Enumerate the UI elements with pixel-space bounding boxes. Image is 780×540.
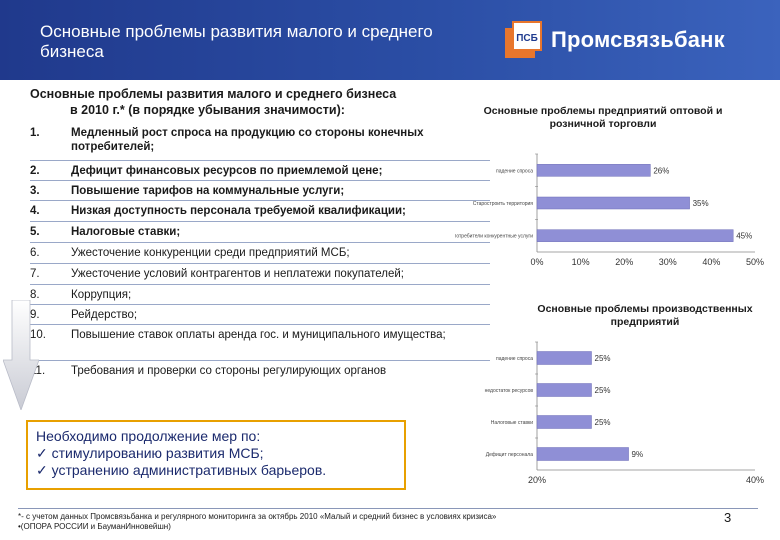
list-separator [30, 180, 490, 181]
bar-value-label: 25% [595, 386, 611, 395]
list-item-number: 3. [30, 185, 40, 197]
footnote: *- с учетом данных Промсвязьбанка и регу… [18, 512, 658, 532]
x-tick-label: 30% [659, 257, 677, 267]
list-item-text: Ужесточение условий контрагентов и непла… [71, 268, 404, 280]
chart-production: 25% падение спроса 25% недостаток ресурсов 2… [455, 338, 765, 488]
list-item-text: Налоговые ставки; [71, 226, 181, 238]
chart2-svg: 25% падение спроса 25% недостаток ресурсов 2… [485, 341, 764, 485]
conclusion-box: Необходимо продолжение мер по: ✓ стимули… [26, 420, 406, 490]
conclusion-intro: Необходимо продолжение мер по: [36, 428, 261, 444]
list-item-text: Рейдерство; [71, 309, 138, 321]
list-item-text: Дефицит финансовых ресурсов по приемлемо… [71, 165, 383, 177]
list-separator [30, 160, 490, 161]
list-separator [30, 284, 490, 285]
footnote-line-1: *- с учетом данных Промсвязьбанка и регу… [18, 512, 497, 521]
x-tick-label: 50% [746, 257, 764, 267]
chart-bar [536, 383, 592, 397]
x-tick-label: 20% [528, 475, 546, 485]
category-label: падение спроса [496, 356, 533, 362]
list-item-text: Низкая доступность персонала требуемой к… [71, 205, 406, 217]
list-item-number: 6. [30, 247, 40, 259]
bar-value-label: 25% [595, 354, 611, 363]
page-title: Основные проблемы развития малого и сред… [40, 22, 433, 61]
list-separator [30, 200, 490, 201]
subtitle-line-1: Основные проблемы развития малого и сред… [30, 87, 397, 101]
chart1-svg: 26% падение спроса 35% Старостроить террито… [437, 153, 764, 267]
chart-trade: 26% падение спроса 35% Старостроить террито… [437, 150, 765, 270]
chart-bar [536, 447, 629, 461]
list-separator [30, 304, 490, 305]
conclusion-item: ✓ стимулированию развития МСБ; [36, 445, 264, 461]
subtitle-line-2: в 2010 г.* (в порядке убывания значимост… [70, 103, 345, 117]
list-item-number: 5. [30, 226, 40, 238]
x-tick-label: 40% [702, 257, 720, 267]
chart-bar [536, 415, 592, 429]
x-tick-label: 40% [746, 475, 764, 485]
bank-name: Промсвязьбанк [551, 27, 725, 52]
chart-bar [536, 196, 690, 210]
list-item-number: 7. [30, 268, 40, 280]
chart-bar [536, 351, 592, 365]
checkmark-icon: ✓ [36, 445, 52, 461]
list-separator [30, 263, 490, 264]
list-item-text: Коррупция; [71, 289, 132, 301]
chart-title-production: Основные проблемы производственных предп… [537, 303, 753, 328]
arrow-down-icon [3, 300, 39, 410]
chart-title-trade: Основные проблемы предприятий оптовой и … [483, 105, 723, 130]
footnote-line-2: •(ОПОРА РОССИИ и БауманИнновейшн) [18, 522, 171, 531]
svg-text:ПСБ: ПСБ [516, 33, 538, 44]
list-subtitle: Основные проблемы развития малого и сред… [30, 86, 450, 118]
x-tick-label: 20% [615, 257, 633, 267]
list-item-number: 2. [30, 165, 40, 177]
list-item-text: Повышение тарифов на коммунальные услуги… [71, 185, 345, 197]
list-separator [30, 360, 490, 361]
list-item-text: Повышение ставок оплаты аренда гос. и му… [71, 329, 446, 341]
list-separator [30, 242, 490, 243]
chart-bar [536, 229, 734, 242]
chart-bar [536, 164, 651, 177]
list-item-number: 1. [30, 127, 40, 139]
list-separator [30, 221, 490, 222]
checkmark-icon: ✓ [36, 462, 52, 478]
bank-logo: ПСБ Промсвязьбанк [503, 20, 725, 60]
list-item-text: Медленный рост спроса на продукцию со ст… [71, 127, 424, 153]
bar-value-label: 45% [736, 232, 752, 241]
footer-divider [18, 508, 758, 509]
category-label: Новые потребители конкурентные услуги [455, 234, 533, 240]
category-label: падение спроса [496, 168, 533, 174]
category-label: недостаток ресурсов [485, 388, 534, 394]
header-bar: Основные проблемы развития малого и сред… [0, 0, 780, 80]
page-number: 3 [724, 510, 732, 525]
conclusion-item: ✓ устранению административных барьеров. [36, 462, 327, 478]
list-item-number: 8. [30, 289, 40, 301]
category-label: Старостроить территория [473, 201, 534, 207]
bar-value-label: 26% [653, 166, 669, 175]
list-item-number: 4. [30, 205, 40, 217]
x-tick-label: 10% [572, 257, 590, 267]
x-tick-label: 0% [530, 257, 543, 267]
list-item-text: Требования и проверки со стороны регулир… [71, 365, 387, 377]
category-label: Налоговые ставки [491, 420, 533, 426]
bar-value-label: 25% [595, 418, 611, 427]
list-item-number: 9. [30, 309, 40, 321]
list-separator [30, 324, 490, 325]
list-item-number: 10. [30, 329, 46, 341]
list-item-text: Ужесточение конкуренции среди предприяти… [71, 247, 350, 259]
bar-value-label: 35% [693, 199, 709, 208]
bar-value-label: 9% [632, 450, 644, 459]
category-label: Дефицит персонала [486, 452, 533, 458]
bank-logo-icon: ПСБ [503, 20, 543, 60]
